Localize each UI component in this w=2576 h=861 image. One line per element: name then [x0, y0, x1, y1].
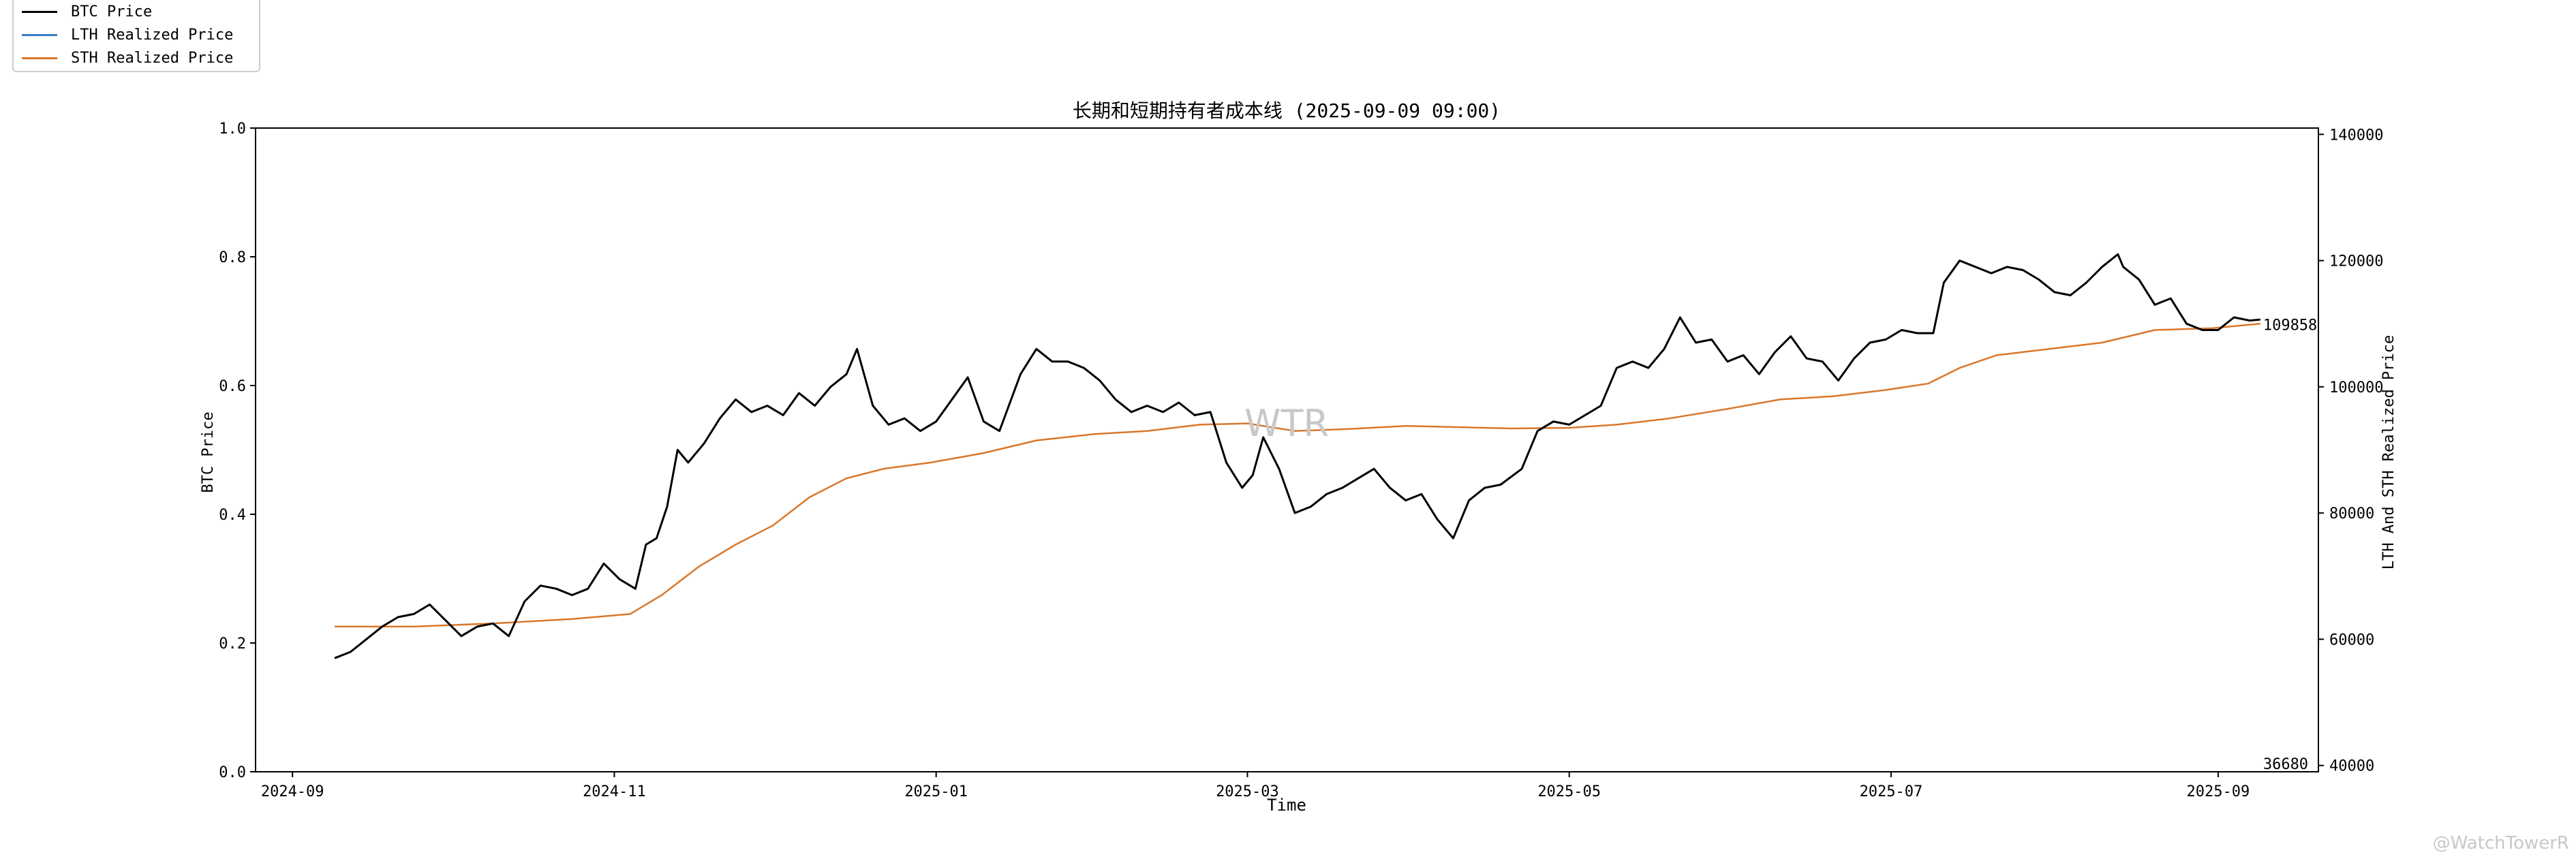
annotation-label: 36680: [2263, 756, 2308, 773]
legend-swatch-btc: [22, 10, 57, 13]
right-tick-label: 80000: [2329, 505, 2374, 522]
right-tick-label: 40000: [2329, 758, 2374, 775]
plot-area: [255, 127, 2319, 772]
series-line-sth-realized-price: [335, 322, 2260, 628]
right-tick-label: 100000: [2329, 379, 2383, 396]
legend-item-lth: LTH Realized Price: [22, 25, 233, 45]
left-tick-label: 1.0: [219, 121, 246, 138]
left-tick-label: 0.6: [219, 378, 246, 395]
x-tick-label: 2024-09: [261, 783, 324, 800]
legend-label-lth: LTH Realized Price: [71, 26, 234, 44]
legend-item-btc: BTC Price: [22, 1, 152, 22]
x-tick-label: 2025-09: [2187, 783, 2250, 800]
legend-swatch-sth: [22, 57, 57, 59]
right-axis: 40000 60000 80000 100000 120000 140000: [2318, 127, 2383, 775]
x-tick-label: 2025-05: [1537, 783, 1601, 800]
x-axis: 2024-09 2024-11 2025-01 2025-03 2025-05 2025-…: [261, 772, 2250, 800]
legend-label-sth: STH Realized Price: [71, 49, 234, 67]
left-axis: 0.0 0.2 0.4 0.6 0.8 1.0: [219, 121, 256, 781]
legend: BTC Price LTH Realized Price STH Realize…: [12, 0, 260, 72]
x-tick-label: 2024-11: [583, 783, 646, 800]
left-tick-label: 0.4: [219, 507, 246, 524]
series-layer: [334, 253, 2260, 659]
series-line-btc-price: [334, 253, 2260, 659]
y-axis-right-label: LTH And STH Realized Price: [2380, 335, 2397, 569]
x-tick-label: 2025-03: [1216, 783, 1279, 800]
left-tick-label: 0.8: [219, 249, 246, 266]
right-tick-label: 140000: [2329, 127, 2383, 144]
left-tick-label: 0.2: [219, 636, 246, 653]
legend-item-sth: STH Realized Price: [22, 48, 233, 68]
annotation-layer: 109858 36680: [2263, 317, 2317, 773]
legend-label-btc: BTC Price: [71, 3, 153, 20]
watermark-center: WTR: [1244, 402, 1329, 445]
chart-title: 长期和短期持有者成本线 (2025-09-09 09:00): [1073, 99, 1501, 122]
annotation-label: 109858: [2263, 317, 2317, 334]
y-axis-left-label: BTC Price: [200, 411, 217, 492]
x-axis-label: Time: [1267, 796, 1306, 815]
left-tick-label: 0.0: [219, 764, 246, 781]
x-tick-label: 2025-07: [1860, 783, 1923, 800]
legend-swatch-lth: [22, 33, 57, 36]
plot-frame: [255, 127, 2319, 772]
watermark-corner: @WatchTowerR: [2433, 833, 2569, 854]
x-tick-label: 2025-01: [904, 783, 968, 800]
right-tick-label: 60000: [2329, 631, 2374, 648]
right-tick-label: 120000: [2329, 253, 2383, 270]
